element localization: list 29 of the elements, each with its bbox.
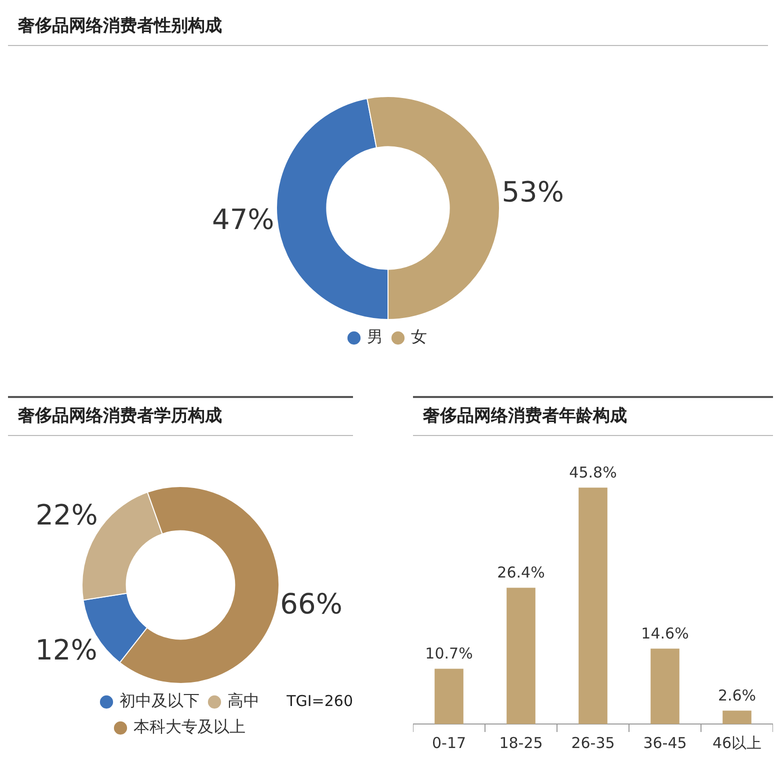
legend-label: 本科大专及以上 bbox=[134, 717, 246, 736]
chart-title: 奢侈品网络消费者年龄构成 bbox=[413, 398, 773, 436]
data-label: 10.7% bbox=[425, 644, 473, 663]
data-label: 14.6% bbox=[641, 624, 689, 643]
data-label: 66% bbox=[280, 587, 342, 620]
chart-title: 奢侈品网络消费者学历构成 bbox=[8, 398, 353, 436]
data-label: 45.8% bbox=[569, 464, 617, 482]
x-tick-label: 36-45 bbox=[643, 734, 687, 752]
legend-label: 初中及以下 bbox=[120, 691, 200, 710]
chart-title: 奢侈品网络消费者性别构成 bbox=[8, 8, 768, 46]
legend-label: 女 bbox=[411, 327, 427, 346]
text: TGI=260 bbox=[286, 692, 353, 710]
data-label: 53% bbox=[502, 176, 564, 209]
bar bbox=[578, 488, 608, 724]
x-tick-label: 26-35 bbox=[571, 734, 615, 752]
x-tick-label: 18-25 bbox=[499, 734, 543, 752]
legend-label: 男 bbox=[367, 327, 383, 346]
legend-label: 高中 bbox=[228, 691, 260, 710]
data-label: 22% bbox=[36, 498, 98, 532]
bar bbox=[650, 648, 680, 724]
bar bbox=[722, 710, 752, 724]
bar bbox=[506, 588, 536, 724]
data-label: 47% bbox=[212, 202, 274, 236]
data-label: 12% bbox=[35, 633, 98, 666]
x-tick-label: 0-17 bbox=[432, 734, 466, 752]
bar bbox=[434, 668, 464, 724]
data-label: 2.6% bbox=[718, 686, 756, 704]
x-tick-label: 46以上 bbox=[712, 734, 762, 752]
data-label: 26.4% bbox=[497, 564, 545, 582]
